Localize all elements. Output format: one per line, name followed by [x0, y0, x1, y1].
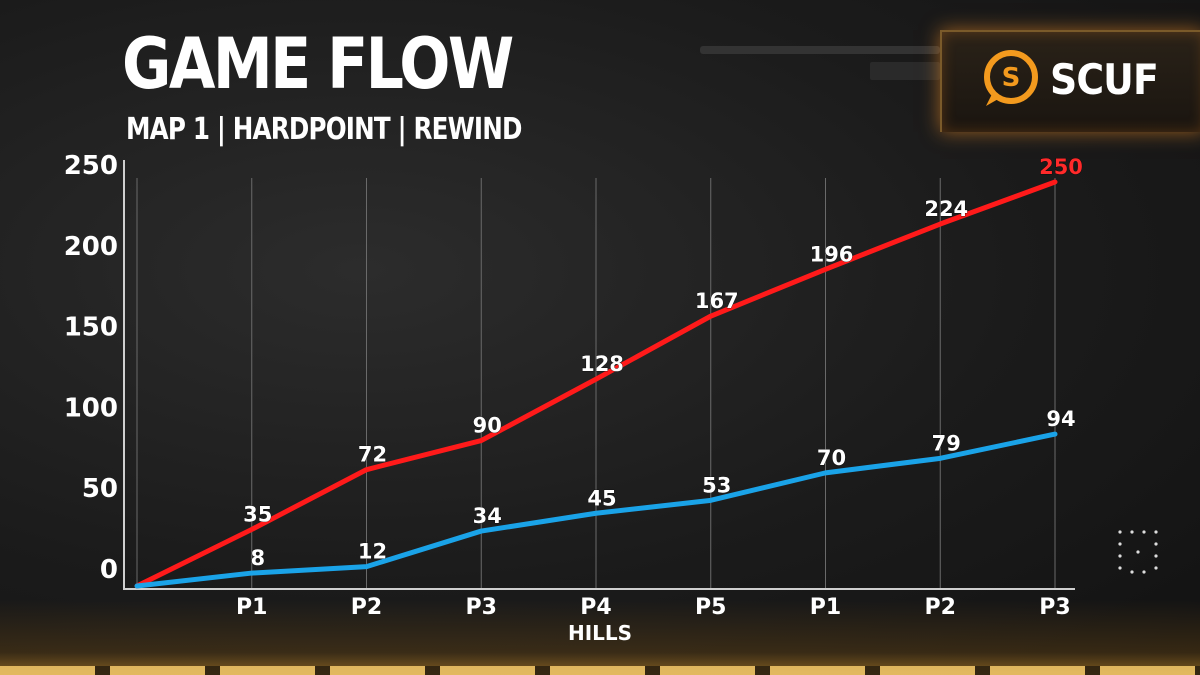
- data-label: 12: [358, 540, 387, 564]
- y-tick-label: 50: [82, 474, 118, 504]
- series-line-2: [134, 431, 1058, 589]
- chart-series: [134, 179, 1058, 589]
- x-tick-label: P2: [351, 595, 382, 620]
- y-tick-label: 150: [64, 313, 118, 343]
- chart-data-labels: 35 72 90 128 167 196 224 250 8 12 34 45 53 70 79 94: [243, 155, 1083, 571]
- page-subtitle: MAP 1 | HARDPOINT | REWIND: [126, 112, 522, 147]
- data-label: 45: [587, 486, 616, 510]
- background-bottom-glow: [0, 600, 1200, 675]
- x-tick-label: P2: [925, 595, 956, 620]
- dotted-frame-icon: [1118, 530, 1158, 574]
- data-label: 34: [473, 504, 502, 528]
- data-label: 8: [250, 546, 265, 570]
- x-tick-label: P3: [466, 595, 497, 620]
- data-label: 35: [243, 502, 272, 526]
- chart-grid: [136, 178, 1056, 590]
- x-axis-title: HILLS: [568, 621, 632, 645]
- data-label: 79: [932, 431, 961, 455]
- data-label: 72: [358, 443, 387, 467]
- data-label: 167: [695, 289, 739, 313]
- data-label: 53: [702, 473, 731, 497]
- data-label: 224: [924, 197, 968, 221]
- decorative-rail-mount: [870, 62, 940, 80]
- data-label: 94: [1046, 407, 1075, 431]
- chart-axes: 0 50 100 150 200 250 P1 P2 P3 P4 P5 P1 P2 P3 HILLS: [64, 151, 1075, 645]
- series-line-1: [134, 179, 1058, 589]
- x-tick-label: P5: [695, 595, 726, 620]
- data-label: 70: [817, 446, 846, 470]
- sponsor-badge: S SCUF: [940, 30, 1200, 132]
- page-title: GAME FLOW: [122, 23, 514, 105]
- x-tick-label: P4: [580, 595, 611, 620]
- bottom-stripe-decoration: [0, 666, 1200, 675]
- decorative-rail: [700, 46, 940, 54]
- data-label: 250: [1039, 155, 1083, 179]
- x-tick-label: P1: [810, 595, 841, 620]
- data-label: 90: [473, 414, 502, 438]
- y-tick-label: 0: [100, 555, 118, 585]
- sponsor-name: SCUF: [1050, 55, 1159, 104]
- data-label: 128: [580, 352, 624, 376]
- y-tick-label: 200: [64, 232, 118, 262]
- svg-text:S: S: [1002, 63, 1021, 93]
- scuf-s-logo-icon: S: [984, 50, 1038, 106]
- x-tick-label: P1: [236, 595, 267, 620]
- x-tick-label: P3: [1039, 595, 1070, 620]
- data-label: 196: [810, 242, 854, 266]
- y-tick-label: 250: [64, 151, 118, 181]
- y-tick-label: 100: [64, 393, 118, 423]
